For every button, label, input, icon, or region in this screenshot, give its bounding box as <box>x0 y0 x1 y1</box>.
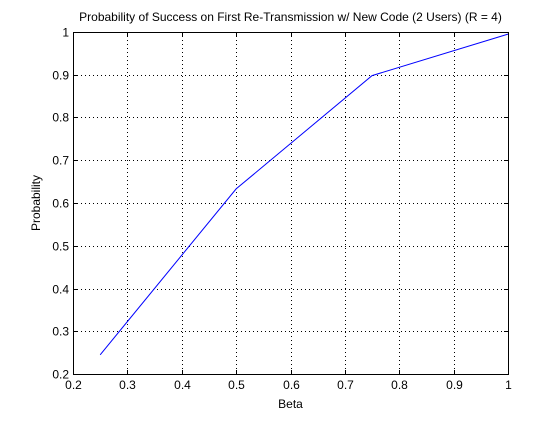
x-axis-label: Beta <box>278 397 303 411</box>
y-axis-label: Probability <box>29 175 43 231</box>
plot-area <box>73 32 508 374</box>
y-tick-label: 0.9 <box>52 69 69 83</box>
x-tick-label: 0.5 <box>228 378 245 392</box>
y-tick-label: 0.8 <box>52 111 69 125</box>
chart-title: Probability of Success on First Re-Trans… <box>79 10 502 24</box>
x-tick-label: 0.9 <box>446 378 463 392</box>
y-tick-label: 1 <box>62 26 69 40</box>
x-tick-label: 0.7 <box>337 378 354 392</box>
y-tick-label: 0.6 <box>52 197 69 211</box>
y-tick-label: 0.4 <box>52 283 69 297</box>
x-tick-label: 0.4 <box>174 378 191 392</box>
y-tick-label: 0.2 <box>52 368 69 382</box>
x-tick-label: 0.8 <box>391 378 408 392</box>
y-tick-labels: 0.2 0.3 0.4 0.5 0.6 0.7 0.8 0.9 1 <box>52 26 69 382</box>
y-tick-label: 0.7 <box>52 154 69 168</box>
y-tick-label: 0.3 <box>52 325 69 339</box>
y-tick-label: 0.5 <box>52 240 69 254</box>
x-tick-label: 1 <box>505 378 512 392</box>
x-tick-label: 0.3 <box>119 378 136 392</box>
x-tick-label: 0.6 <box>283 378 300 392</box>
